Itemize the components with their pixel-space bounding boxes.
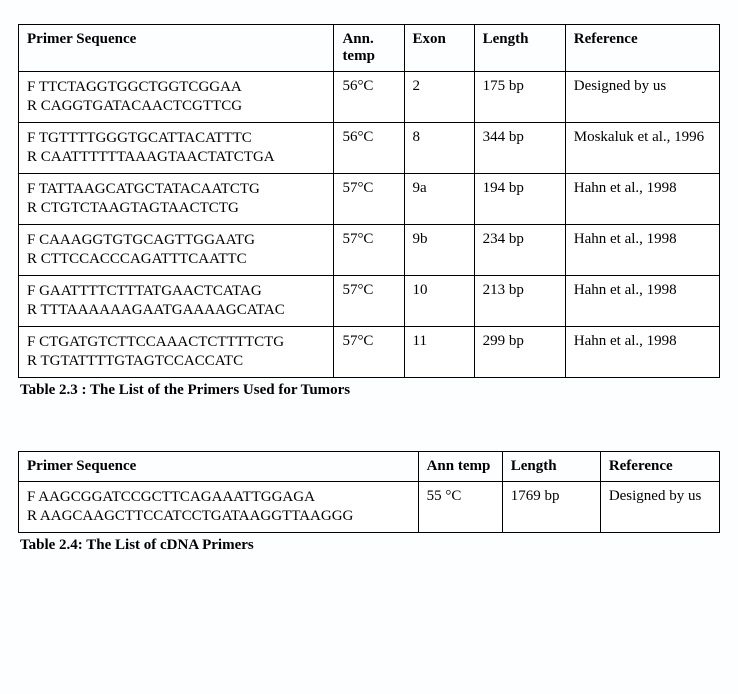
table-row: F CTGATGTCTTCCAAACTCTTTTCTGR TGTATTTTGTA… xyxy=(19,327,720,378)
length-cell: 194 bp xyxy=(474,174,565,225)
primer-sequence-cell: F CTGATGTCTTCCAAACTCTTTTCTGR TGTATTTTGTA… xyxy=(19,327,334,378)
exon-cell: 9a xyxy=(404,174,474,225)
primer-sequence-cell: F AAGCGGATCCGCTTCAGAAATTGGAGA R AAGCAAGC… xyxy=(19,482,419,533)
primer-forward: F TTCTAGGTGGCTGGTCGGAA xyxy=(27,78,325,97)
primer-sequence-cell: F GAATTTTCTTTATGAACTCATAGR TTTAAAAAAGAAT… xyxy=(19,276,334,327)
reference-cell: Hahn et al., 1998 xyxy=(565,276,719,327)
primer-forward: F TATTAAGCATGCTATACAATCTG xyxy=(27,180,325,199)
primer-forward: F AAGCGGATCCGCTTCAGAAATTGGAGA xyxy=(27,488,410,507)
exon-cell: 10 xyxy=(404,276,474,327)
col-ann-temp: Ann. temp xyxy=(334,25,404,72)
reference-cell: Designed by us xyxy=(600,482,719,533)
col-ann-temp: Ann temp xyxy=(418,452,502,482)
primer-sequence-cell: F CAAAGGTGTGCAGTTGGAATGR CTTCCACCCAGATTT… xyxy=(19,225,334,276)
table-row: F CAAAGGTGTGCAGTTGGAATGR CTTCCACCCAGATTT… xyxy=(19,225,720,276)
col-reference: Reference xyxy=(600,452,719,482)
length-cell: 299 bp xyxy=(474,327,565,378)
primer-reverse: R AAGCAAGCTTCCATCCTGATAAGGTTAAGGG xyxy=(27,507,410,526)
primer-forward: F TGTTTTGGGTGCATTACATTTC xyxy=(27,129,325,148)
primer-sequence-cell: F TATTAAGCATGCTATACAATCTGR CTGTCTAAGTAGT… xyxy=(19,174,334,225)
reference-cell: Moskaluk et al., 1996 xyxy=(565,123,719,174)
table-2-4-caption: Table 2.4: The List of cDNA Primers xyxy=(18,533,720,554)
col-primer-sequence: Primer Sequence xyxy=(19,25,334,72)
primer-reverse: R TGTATTTTGTAGTCCACCATC xyxy=(27,352,325,371)
primers-cdna-table: Primer Sequence Ann temp Length Referenc… xyxy=(18,451,720,533)
primer-reverse: R CAGGTGATACAACTCGTTCG xyxy=(27,97,325,116)
reference-cell: Hahn et al., 1998 xyxy=(565,174,719,225)
ann-temp-cell: 55 °C xyxy=(418,482,502,533)
primers-tumors-table: Primer Sequence Ann. temp Exon Length Re… xyxy=(18,24,720,378)
ann-temp-cell: 56°C xyxy=(334,72,404,123)
col-exon: Exon xyxy=(404,25,474,72)
length-cell: 175 bp xyxy=(474,72,565,123)
primer-reverse: R CAATTTTTTAAAGTAACTATCTGA xyxy=(27,148,325,167)
exon-cell: 11 xyxy=(404,327,474,378)
reference-cell: Hahn et al., 1998 xyxy=(565,225,719,276)
col-primer-sequence: Primer Sequence xyxy=(19,452,419,482)
col-reference: Reference xyxy=(565,25,719,72)
table-row: F TATTAAGCATGCTATACAATCTGR CTGTCTAAGTAGT… xyxy=(19,174,720,225)
length-cell: 344 bp xyxy=(474,123,565,174)
primer-sequence-cell: F TGTTTTGGGTGCATTACATTTCR CAATTTTTTAAAGT… xyxy=(19,123,334,174)
reference-cell: Designed by us xyxy=(565,72,719,123)
ann-temp-cell: 57°C xyxy=(334,327,404,378)
table-header-row: Primer Sequence Ann temp Length Referenc… xyxy=(19,452,720,482)
primer-forward: F CTGATGTCTTCCAAACTCTTTTCTG xyxy=(27,333,325,352)
table-header-row: Primer Sequence Ann. temp Exon Length Re… xyxy=(19,25,720,72)
reference-cell: Hahn et al., 1998 xyxy=(565,327,719,378)
table-row: F TGTTTTGGGTGCATTACATTTCR CAATTTTTTAAAGT… xyxy=(19,123,720,174)
ann-temp-cell: 57°C xyxy=(334,276,404,327)
exon-cell: 9b xyxy=(404,225,474,276)
primer-sequence-cell: F TTCTAGGTGGCTGGTCGGAAR CAGGTGATACAACTCG… xyxy=(19,72,334,123)
length-cell: 1769 bp xyxy=(502,482,600,533)
length-cell: 213 bp xyxy=(474,276,565,327)
table-row: F TTCTAGGTGGCTGGTCGGAAR CAGGTGATACAACTCG… xyxy=(19,72,720,123)
ann-temp-cell: 56°C xyxy=(334,123,404,174)
primer-reverse: R CTGTCTAAGTAGTAACTCTG xyxy=(27,199,325,218)
exon-cell: 2 xyxy=(404,72,474,123)
table-2-3-caption: Table 2.3 : The List of the Primers Used… xyxy=(18,378,720,399)
ann-temp-cell: 57°C xyxy=(334,174,404,225)
table-row: F GAATTTTCTTTATGAACTCATAGR TTTAAAAAAGAAT… xyxy=(19,276,720,327)
primer-forward: F GAATTTTCTTTATGAACTCATAG xyxy=(27,282,325,301)
primer-reverse: R CTTCCACCCAGATTTCAATTC xyxy=(27,250,325,269)
exon-cell: 8 xyxy=(404,123,474,174)
primer-forward: F CAAAGGTGTGCAGTTGGAATG xyxy=(27,231,325,250)
length-cell: 234 bp xyxy=(474,225,565,276)
primer-reverse: R TTTAAAAAAGAATGAAAAGCATAC xyxy=(27,301,325,320)
col-length: Length xyxy=(474,25,565,72)
table-row: F AAGCGGATCCGCTTCAGAAATTGGAGA R AAGCAAGC… xyxy=(19,482,720,533)
col-length: Length xyxy=(502,452,600,482)
ann-temp-cell: 57°C xyxy=(334,225,404,276)
